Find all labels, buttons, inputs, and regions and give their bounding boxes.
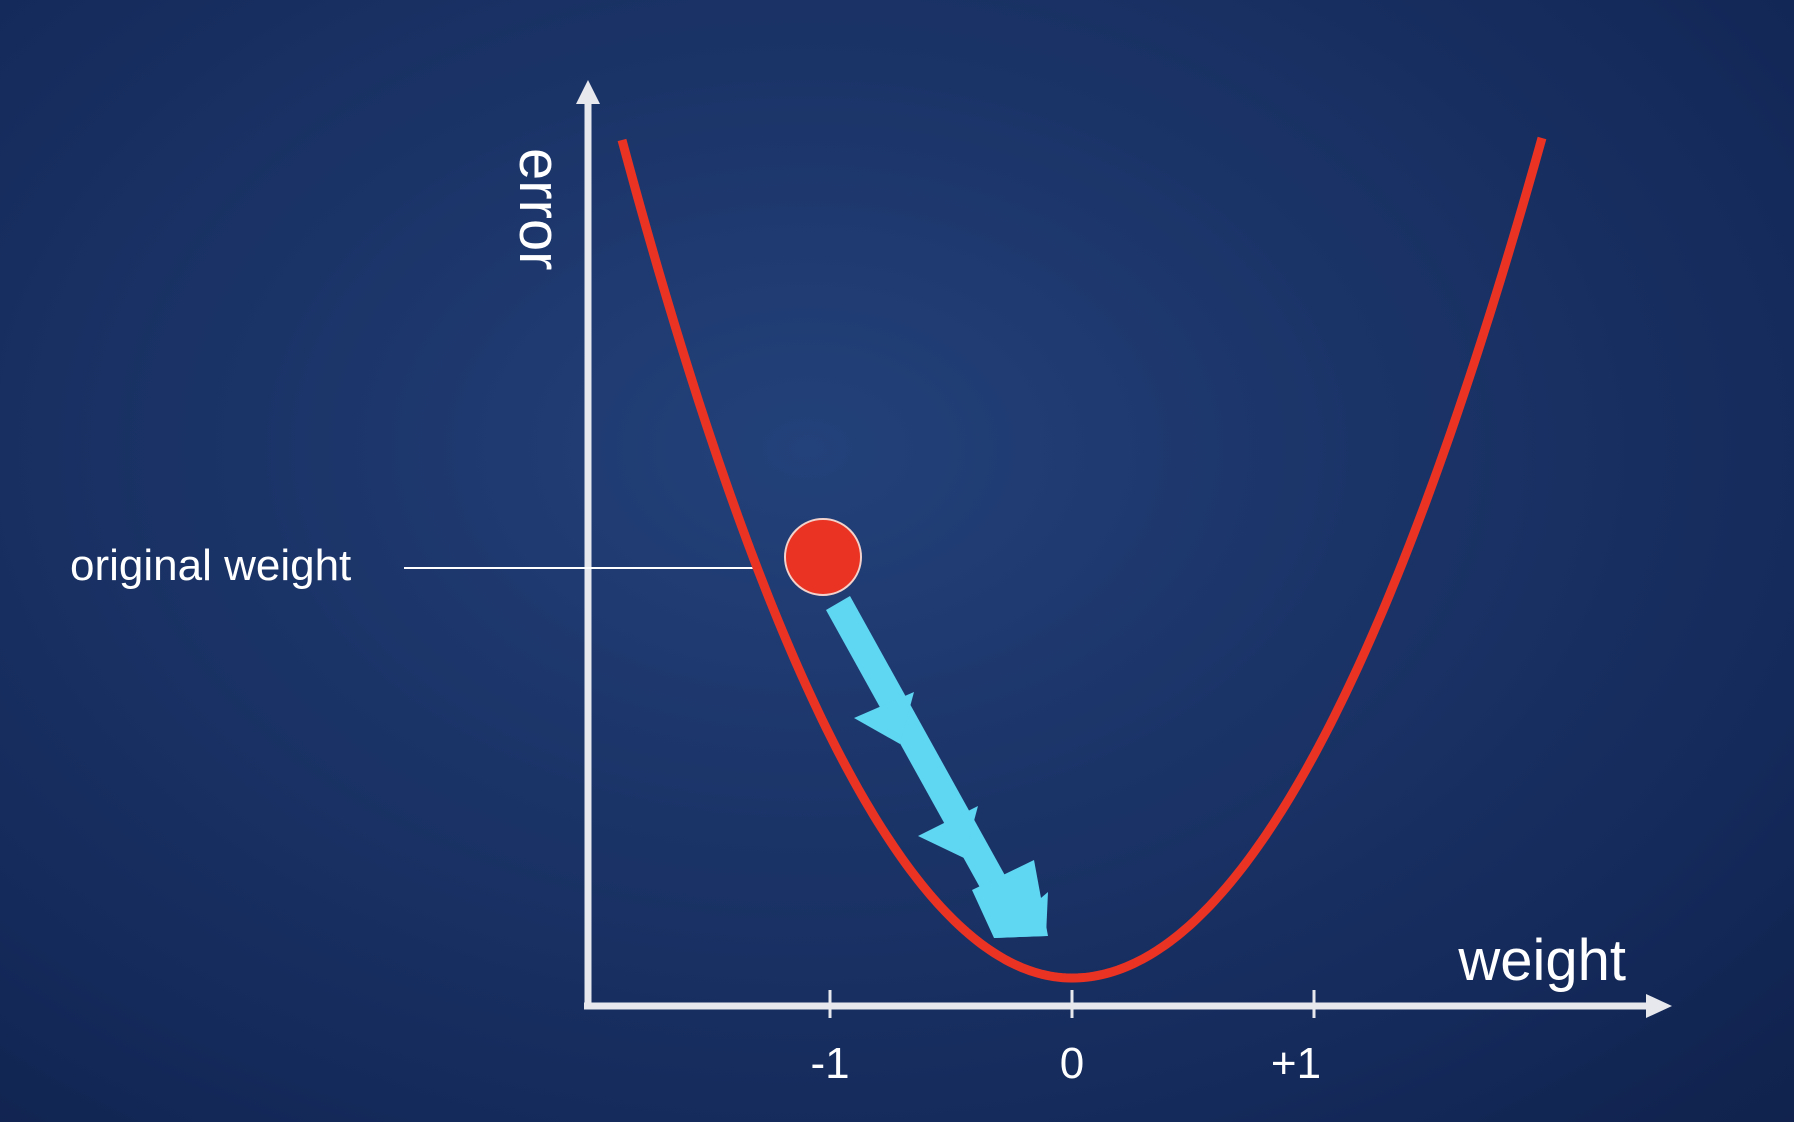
descent-arrow-barb-1 — [854, 692, 914, 744]
descent-arrow-head-base — [972, 860, 1048, 938]
x-axis-label: weight — [1457, 928, 1626, 993]
axes — [576, 80, 1672, 1018]
tick-label-zero: 0 — [1060, 1039, 1084, 1088]
y-axis-arrowhead — [576, 80, 600, 104]
tick-labels: -1 0 +1 — [810, 1039, 1321, 1088]
tick-marks — [828, 990, 1316, 1018]
original-weight-point — [784, 518, 862, 596]
descent-arrow-barb-2 — [918, 806, 978, 858]
x-axis-arrowhead — [1646, 994, 1672, 1018]
tick-label-minus-one: -1 — [810, 1039, 849, 1088]
descent-arrow-shaft — [826, 596, 1012, 902]
error-curve — [617, 136, 1547, 983]
original-weight-label: original weight — [70, 541, 351, 590]
descent-arrow — [826, 596, 1048, 938]
y-axis-label: error — [507, 148, 572, 270]
tick-label-plus-one: +1 — [1271, 1039, 1321, 1088]
